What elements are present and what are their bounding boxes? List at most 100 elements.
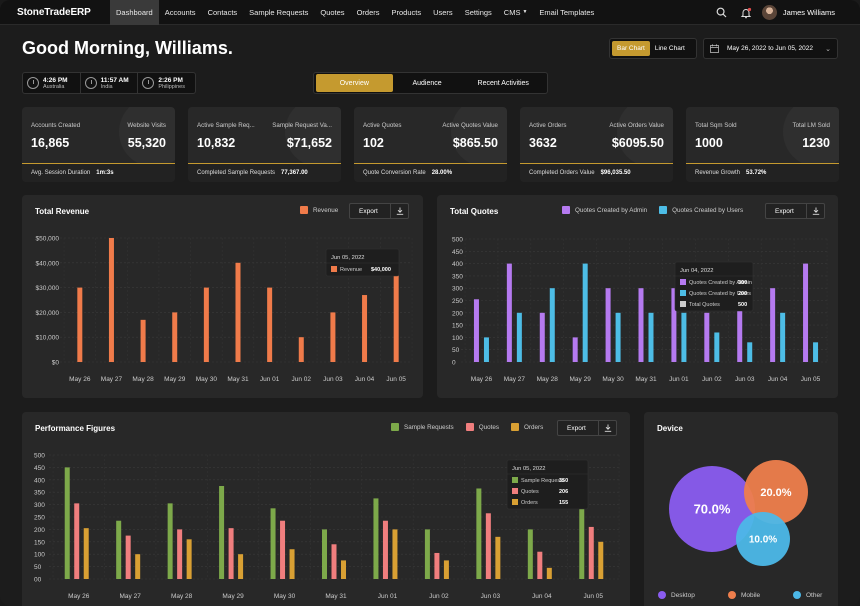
nav-products[interactable]: Products (391, 7, 422, 17)
chart-bar (322, 529, 327, 579)
chart-bar (238, 554, 244, 579)
legend-label: Orders (524, 423, 544, 431)
nav-right: James Williams (714, 0, 860, 25)
clock-place: India (100, 83, 113, 90)
chart-bar (495, 536, 501, 579)
panel-title: Performance Figures (35, 424, 116, 433)
nav-settings[interactable]: Settings (464, 7, 492, 17)
chart-bar (648, 312, 654, 362)
export-button[interactable]: Export (557, 420, 617, 436)
chart-bar (714, 332, 720, 362)
legend-item-orders[interactable]: Orders (511, 423, 543, 431)
panel-title: Total Revenue (35, 207, 90, 216)
nav-users[interactable]: Users (433, 7, 453, 17)
clock-australia: 4:26 PM Australia (23, 73, 81, 93)
export-label: Export (775, 207, 794, 215)
nav-accounts[interactable]: Accounts (164, 7, 196, 17)
bar-chart-button[interactable]: Bar Chart (612, 41, 650, 56)
y-tick-label: 350 (452, 273, 463, 280)
x-tick-label: May 29 (164, 376, 186, 383)
kpi-label: Total LM Sold (792, 122, 831, 129)
y-tick-label: 0 (452, 360, 456, 367)
search-icon[interactable] (714, 5, 730, 21)
chart-bar (803, 263, 809, 362)
legend-item-admin[interactable]: Quotes Created by Admin (562, 206, 647, 214)
chart-bar (64, 467, 70, 579)
device-percent-label: 70.0% (694, 502, 731, 517)
chart-bar (177, 529, 183, 579)
chart-bar (770, 288, 776, 362)
legend-item-sample-requests[interactable]: Sample Requests (391, 423, 454, 431)
line-chart-button[interactable]: Line Chart (654, 45, 685, 52)
legend-swatch (300, 206, 308, 214)
legend-item-quotes[interactable]: Quotes (465, 423, 499, 431)
x-tick-label: Jun 04 (532, 593, 552, 600)
x-tick-label: May 27 (504, 376, 526, 383)
nav-orders[interactable]: Orders (356, 7, 380, 17)
chart-bar (331, 544, 337, 579)
x-tick-label: Jun 03 (735, 376, 755, 383)
chart-bar (392, 529, 398, 579)
kpi-label: Accounts Created (31, 122, 81, 129)
legend-item-desktop[interactable]: Desktop (658, 591, 695, 599)
tooltip-label: Quotes Created by Admin (689, 280, 752, 286)
x-tick-label: May 28 (132, 376, 154, 383)
brand-logo[interactable]: StoneTradeERP (17, 6, 91, 18)
chart-bar (476, 488, 482, 579)
date-range-picker[interactable]: May 26, 2022 to Jun 05, 2022 ⌄ (703, 38, 838, 59)
x-tick-label: May 27 (101, 376, 123, 383)
legend-item-users[interactable]: Quotes Created by Users (659, 206, 743, 214)
x-tick-label: May 29 (570, 376, 592, 383)
tab-audience[interactable]: Audience (412, 79, 442, 87)
tooltip-swatch (512, 488, 518, 494)
nav-quotes[interactable]: Quotes (320, 7, 345, 17)
chart-bar (605, 288, 611, 362)
nav-cms[interactable]: CMS ▼ (498, 0, 534, 25)
clock-time: 4:26 PM (43, 76, 68, 84)
legend-label: Other (806, 591, 823, 599)
chart-bar (362, 295, 368, 362)
nav-sample-requests[interactable]: Sample Requests (249, 7, 309, 17)
chart-bar (485, 513, 491, 579)
export-button[interactable]: Export (765, 203, 825, 219)
tab-overview[interactable]: Overview (316, 74, 393, 92)
kpi-value: 3632 (529, 136, 557, 150)
y-tick-label: 200 (34, 527, 45, 534)
kpi-footer: Avg. Session Duration 1m:3s (22, 163, 175, 182)
kpi-value: 1230 (802, 136, 830, 150)
nav-dashboard[interactable]: Dashboard (110, 0, 159, 25)
tooltip-label: Total Quotes (689, 302, 720, 308)
nav-contacts[interactable]: Contacts (207, 7, 238, 17)
kpi-card-sample-requests: Active Sample Req... Sample Request Va..… (188, 107, 341, 182)
clock-time: 11:57 AM (100, 76, 129, 84)
y-tick-label: 300 (452, 286, 463, 293)
legend-item-mobile[interactable]: Mobile (728, 591, 760, 599)
tab-recent-activities[interactable]: Recent Activities (477, 79, 529, 87)
chart-bar (203, 287, 209, 362)
nav-email-templates[interactable]: Email Templates (539, 7, 595, 17)
kpi-value: 1000 (695, 136, 723, 150)
bell-icon[interactable] (738, 5, 754, 21)
legend-item-revenue[interactable]: Revenue (300, 206, 338, 214)
chart-bar (280, 520, 286, 579)
kpi-label: Active Quotes (363, 122, 402, 129)
kpi-label: Active Sample Req... (197, 122, 255, 129)
revenue-chart: $0 $10,000 $20,000 $30,000 $40,000 $50,000 May… (36, 236, 413, 383)
chart-bar (116, 520, 122, 579)
avatar[interactable] (761, 5, 777, 20)
export-button[interactable]: Export (349, 203, 409, 219)
tooltip-swatch (512, 499, 518, 505)
clock-place: Philippines (158, 83, 185, 90)
clock-philippines: 2:26 PM Philippines (138, 73, 195, 93)
legend-item-other[interactable]: Other (793, 591, 822, 599)
chart-legend: Revenue (300, 206, 350, 214)
chart-bar (737, 288, 743, 362)
chart-bar (219, 486, 225, 579)
chart-bar (537, 551, 543, 579)
legend-dot (728, 591, 736, 599)
chart-bar (172, 312, 178, 362)
y-tick-label: 450 (34, 465, 45, 472)
user-name[interactable]: James Williams (782, 8, 835, 17)
chart-legend: Sample Requests Quotes Orders (391, 423, 555, 431)
chart-bar (443, 560, 449, 579)
